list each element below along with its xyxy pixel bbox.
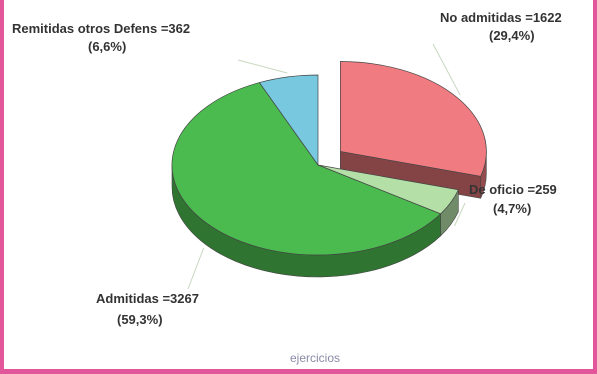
leader-line-admitidas xyxy=(187,247,205,290)
slice-percent-admitidas: (59,3%) xyxy=(117,312,163,327)
slice-label-no-admitidas: No admitidas =1622 xyxy=(440,10,562,25)
x-axis-label: ejercicios xyxy=(290,351,340,365)
pie-slices xyxy=(171,61,487,278)
leader-line-de-oficio xyxy=(454,202,466,227)
slice-label-remitidas: Remitidas otros Defens =362 xyxy=(12,21,190,36)
leader-line-remitidas-otros-defens xyxy=(237,59,288,74)
frame-border-bottom xyxy=(0,369,597,374)
leader-lines xyxy=(187,43,466,290)
frame-border-right xyxy=(593,0,597,374)
leader-line-no-admitidas xyxy=(432,43,461,96)
slice-percent-de-oficio: (4,7%) xyxy=(493,201,531,216)
pie-slice-no-admitidas xyxy=(340,61,487,177)
slice-percent-remitidas: (6,6%) xyxy=(88,39,126,54)
frame-border-left xyxy=(0,0,4,374)
slice-label-de-oficio: De oficio =259 xyxy=(469,182,557,197)
pie-slice-admitidas xyxy=(171,82,442,256)
slice-label-admitidas: Admitidas =3267 xyxy=(96,291,199,306)
slice-percent-no-admitidas: (29,4%) xyxy=(489,28,535,43)
pie-slice-remitidas-otros-defens xyxy=(258,74,319,167)
